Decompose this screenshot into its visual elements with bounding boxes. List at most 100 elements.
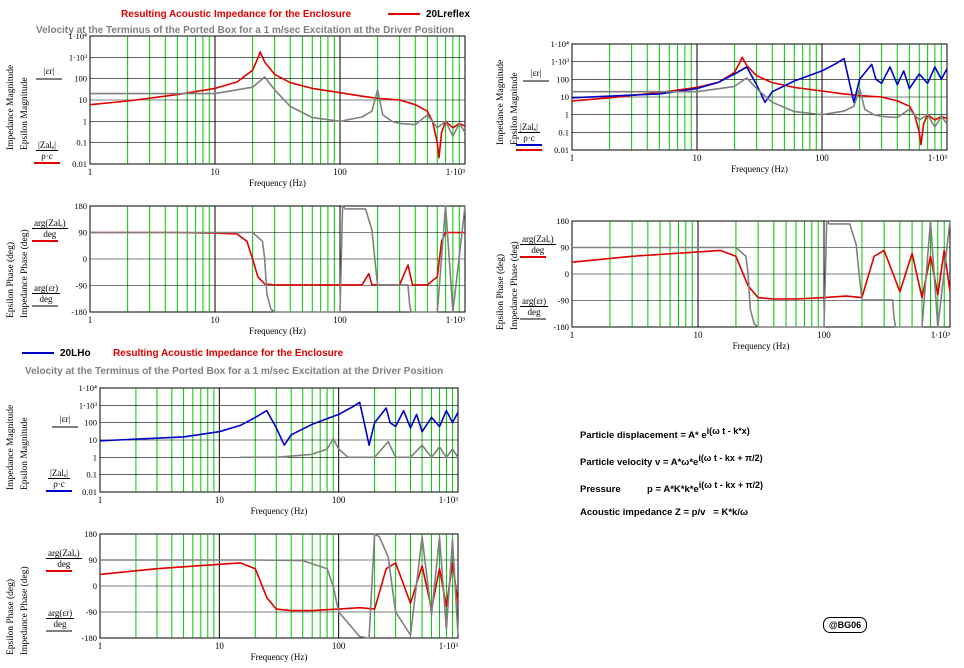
top-left-magnitude-ytick: 1·10³ <box>69 52 88 62</box>
bottom-left-magnitude-xlabel: Frequency (Hz) <box>251 506 308 516</box>
bottom-left-magnitude-ytick: 1 <box>93 452 97 462</box>
bottom-left-magnitude-ytick: 10 <box>89 435 98 445</box>
tr-argeps-fraction: arg(εr) deg <box>520 296 549 317</box>
top-subtitle: Velocity at the Terminus of the Ported B… <box>36 25 455 36</box>
top-right-magnitude-ytick: 0.01 <box>554 145 569 155</box>
bottom-legend-line <box>22 352 54 355</box>
tl-epsilon-magnitude-label: Epsilon Magnitude <box>20 77 30 150</box>
top-right-magnitude-ytick: 1 <box>565 110 569 120</box>
physics-equations: Particle displacement = A* ei(ω t - k*x)… <box>580 420 763 524</box>
bottom-left-magnitude-ytick: 0.1 <box>86 470 97 480</box>
tr-epsilon-phase-label: Epsilon Phase (deg) <box>496 254 506 330</box>
top-right-magnitude-series-blue <box>571 57 948 104</box>
equation-impedance: Acoustic impedance Z = p/v = K*k/ω <box>580 507 748 519</box>
top-left-magnitude-plot: 1 10 100 1·10³ 0.01 0.1 1 10 100 1·10³ 1·10⁴ Freque… <box>68 31 466 188</box>
top-right-phase-xtick: 100 <box>817 330 831 340</box>
top-left-magnitude-xtick: 1 <box>88 167 93 177</box>
tl-eps-abs: |εr| <box>43 66 55 76</box>
top-left-magnitude-xtick: 10 <box>211 167 221 177</box>
top-left-magnitude-ytick: 10 <box>79 95 88 105</box>
top-right-magnitude-ytick: 1·10⁴ <box>550 39 569 49</box>
top-left-magnitude-ytick: 1·10⁴ <box>68 31 87 41</box>
tr-argz-swatch <box>520 256 546 258</box>
top-left-magnitude-xtick: 1·10³ <box>446 167 465 177</box>
bl-impedance-phase-label: Impedance Phase (deg) <box>20 566 30 655</box>
equation-velocity: Particle velocity v = A*ω*ei(ω t - kx + … <box>580 453 763 469</box>
tr-z-swatch-red <box>516 149 542 151</box>
tr-impedance-magnitude-label: Impedance Magnitude <box>496 59 506 145</box>
top-legend-label: 20Lreflex <box>426 9 470 20</box>
bl-argeps-swatch <box>46 630 72 632</box>
top-right-magnitude-xtick: 1 <box>570 153 575 163</box>
bottom-left-magnitude-xtick: 1 <box>98 495 103 505</box>
top-left-magnitude-xlabel: Frequency (Hz) <box>249 178 306 188</box>
bl-z-fraction: |Zalₑ| ρ·c <box>48 468 70 489</box>
bottom-left-phase-xlabel: Frequency (Hz) <box>251 652 308 662</box>
bottom-subtitle: Velocity at the Terminus of the Ported B… <box>25 366 444 377</box>
bottom-title: Resulting Acoustic Impedance for the Enc… <box>113 348 344 359</box>
tl-impedance-magnitude-label: Impedance Magnitude <box>6 64 16 150</box>
bl-argeps-fraction: arg(εr) deg <box>46 608 75 629</box>
bottom-left-magnitude-series-gray <box>240 437 459 459</box>
top-right-magnitude-xtick: 100 <box>815 153 829 163</box>
top-left-phase-xtick: 100 <box>333 315 347 325</box>
bottom-legend-label: 20LHo <box>60 348 91 359</box>
top-left-magnitude-series-gray <box>90 76 466 137</box>
bl-eps-swatch <box>52 426 78 428</box>
bottom-left-phase-ytick: -90 <box>86 607 97 617</box>
tl-argeps-legend: arg(εr) deg <box>32 283 61 307</box>
bottom-left-magnitude-xtick: 1·10³ <box>439 495 458 505</box>
tl-argz-fraction: arg(Zalₑ) deg <box>32 218 68 239</box>
top-right-magnitude-plot: 1 10 100 1·10³ 0.01 0.1 1 10 100 1·10³ 1·10⁴ Freque… <box>550 39 948 174</box>
tr-z-fraction: |Zalₑ| ρ·c <box>518 122 540 143</box>
bottom-legend: 20LHo <box>22 348 91 359</box>
bottom-left-magnitude-ytick: 100 <box>84 418 97 428</box>
bottom-left-phase-xtick: 1·10³ <box>439 641 458 651</box>
top-left-phase-ytick: 90 <box>79 228 88 238</box>
tr-argeps-legend: arg(εr) deg <box>520 296 549 320</box>
top-left-phase-ytick: -90 <box>76 281 87 291</box>
top-legend: 20Lreflex <box>382 9 470 20</box>
tr-argz-fraction: arg(Zalₑ) deg <box>520 234 556 255</box>
tl-eps-legend: |εr| <box>36 66 62 80</box>
equation-pressure: Pressure p = A*K*k*ei(ω t - kx + π/2) <box>580 480 763 496</box>
top-left-phase-ytick: 180 <box>74 201 87 211</box>
bottom-left-magnitude-series-blue <box>99 401 459 446</box>
tr-eps-legend: |εr| <box>523 68 549 82</box>
tl-argz-swatch <box>32 240 58 242</box>
top-left-phase-xtick: 1 <box>88 315 93 325</box>
bl-eps-legend: |εr| <box>52 414 78 428</box>
bottom-left-phase-series-gray <box>100 533 459 639</box>
bl-eps-abs: |εr| <box>59 414 71 424</box>
top-left-phase-xtick: 1·10³ <box>446 315 465 325</box>
bl-argz-fraction: arg(Zalₑ) deg <box>46 548 82 569</box>
tl-argeps-swatch <box>32 305 58 307</box>
top-left-phase-series-red <box>90 231 465 286</box>
tl-z-legend: |Zalₑ| ρ·c <box>34 140 60 164</box>
tl-z-fraction: |Zalₑ| ρ·c <box>36 140 58 161</box>
top-left-magnitude-ytick: 0.1 <box>76 138 87 148</box>
tl-z-swatch <box>34 162 60 164</box>
bottom-left-phase-series-red <box>99 562 459 612</box>
top-right-magnitude-ytick: 10 <box>561 92 570 102</box>
top-title: Resulting Acoustic Impedance for the Enc… <box>121 9 352 20</box>
tl-argz-legend: arg(Zalₑ) deg <box>32 218 68 242</box>
tr-z-legend: |Zalₑ| ρ·c <box>516 122 542 151</box>
bl-z-swatch <box>46 490 72 492</box>
bottom-left-magnitude-plot: 1 10 100 1·10³ 0.01 0.1 1 10 100 1·10³ 1·10⁴ Freque… <box>78 383 459 516</box>
tl-epsilon-phase-label: Epsilon Phase (deg) <box>6 242 16 318</box>
top-right-phase-plot: 1 10 100 1·10³ -180 -90 0 90 180 Frequency (Hz) <box>553 216 951 351</box>
top-left-phase-ytick: 0 <box>83 254 87 264</box>
top-right-magnitude-ytick: 1·10³ <box>551 57 570 67</box>
top-left-magnitude-series-red <box>89 51 466 159</box>
tl-impedance-phase-label: Impedance Phase (deg) <box>20 229 30 318</box>
top-left-phase-xlabel: Frequency (Hz) <box>249 326 306 336</box>
tr-impedance-phase-label: Impedance Phase (deg) <box>510 241 520 330</box>
top-legend-line <box>388 13 420 16</box>
bl-argeps-legend: arg(εr) deg <box>46 608 75 632</box>
top-left-magnitude-xtick: 100 <box>333 167 347 177</box>
bottom-left-magnitude-xtick: 10 <box>215 495 225 505</box>
top-left-magnitude-ytick: 0.01 <box>72 159 87 169</box>
bottom-left-phase-xtick: 10 <box>215 641 225 651</box>
top-right-phase-ytick: 90 <box>561 243 570 253</box>
